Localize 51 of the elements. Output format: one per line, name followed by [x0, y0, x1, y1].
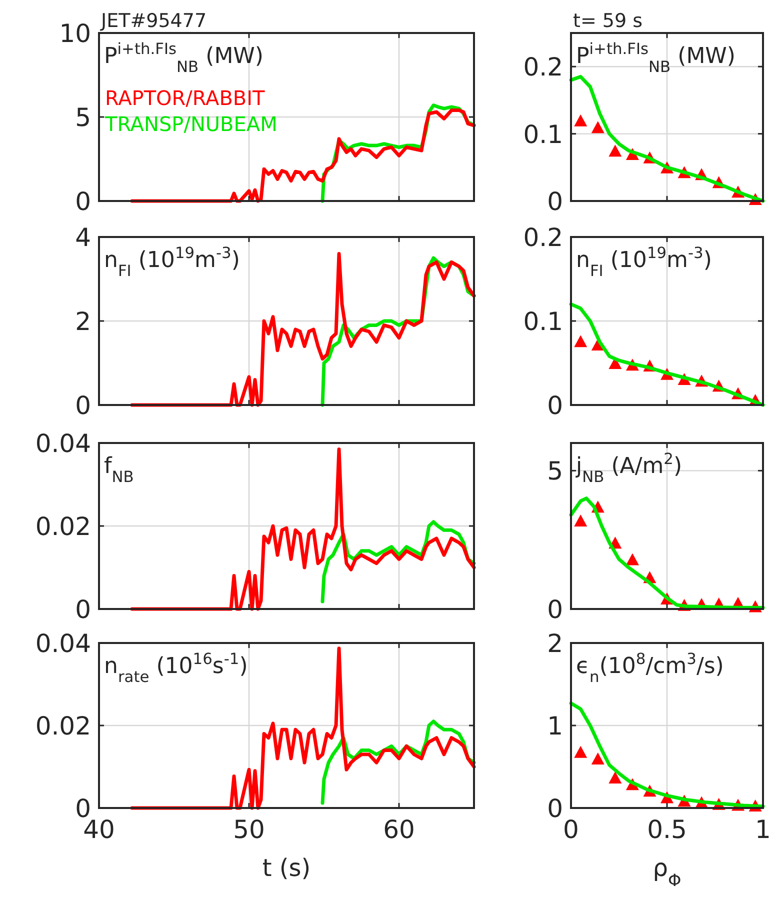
text: P$^{i+th.FIs}$$_{NB}$ (MW)	[104, 40, 264, 76]
y-tick-label: 0.04	[35, 429, 91, 458]
text: JET#95477	[100, 10, 207, 32]
text: n$_{FI}$ (10$^{19}$m$^{-3}$)	[104, 244, 240, 280]
y-tick-label: 0	[75, 794, 91, 823]
y-tick-label: 5	[75, 103, 91, 132]
x-tick-label: 1	[755, 815, 771, 844]
point	[574, 335, 588, 348]
line-series	[569, 302, 765, 407]
y-tick-label: 0.02	[35, 512, 91, 541]
x-tick-label: 50	[233, 815, 265, 844]
text: n$_{FI}$ (10$^{19}$m$^{-3}$)	[576, 244, 712, 280]
text: f$_{NB}$	[104, 454, 134, 486]
y-tick-label: 2	[547, 629, 563, 658]
y-tick-label: 0.2	[523, 52, 563, 82]
y-tick-label: 0	[75, 391, 91, 420]
point	[608, 771, 622, 784]
text: n$_{rate}$ (10$^{16}$s$^{-1}$)	[104, 650, 248, 686]
text: P$^{i+th.FIs}$$_{NB}$ (MW)	[576, 40, 736, 76]
point	[608, 144, 622, 157]
y-tick-label: 0	[547, 595, 563, 624]
point	[591, 752, 604, 764]
text: RAPTOR/RABBIT	[105, 86, 266, 110]
point	[574, 746, 588, 758]
text: ϵ$_{n}$(10$^{8}$/cm$^{3}$/s)	[576, 650, 724, 686]
y-tick-label: 0	[547, 794, 563, 823]
y-tick-label: 0	[547, 391, 563, 420]
y-tick-label: 0.2	[523, 223, 563, 252]
y-tick-label: 4	[75, 223, 91, 252]
x-axis-title: t (s)	[262, 854, 311, 882]
y-tick-label: 0	[75, 187, 91, 216]
y-tick-label: 1	[547, 712, 563, 740]
x-axis-title: ρ$_{Φ}$	[652, 854, 682, 890]
x-tick-label: 0.5	[647, 815, 687, 844]
y-tick-label: 0.1	[523, 307, 563, 336]
point	[574, 514, 588, 526]
point	[591, 121, 604, 134]
text: t= 59 s	[573, 10, 643, 32]
y-tick-label: 0	[547, 187, 563, 216]
y-tick-label: 0	[75, 595, 91, 624]
point	[626, 553, 639, 566]
point	[574, 114, 588, 126]
y-tick-label: 0.02	[35, 712, 91, 740]
y-tick-label: 2	[75, 307, 91, 336]
y-tick-label: 10	[59, 19, 91, 48]
text: j$_{NB}$ (A/m$^{2}$)	[575, 450, 682, 486]
text: TRANSP/NUBEAM	[104, 112, 278, 136]
y-tick-label: 0.04	[35, 629, 91, 658]
x-tick-label: 60	[383, 815, 415, 844]
y-tick-label: 0.1	[523, 120, 563, 149]
y-tick-label: 5	[547, 456, 563, 486]
